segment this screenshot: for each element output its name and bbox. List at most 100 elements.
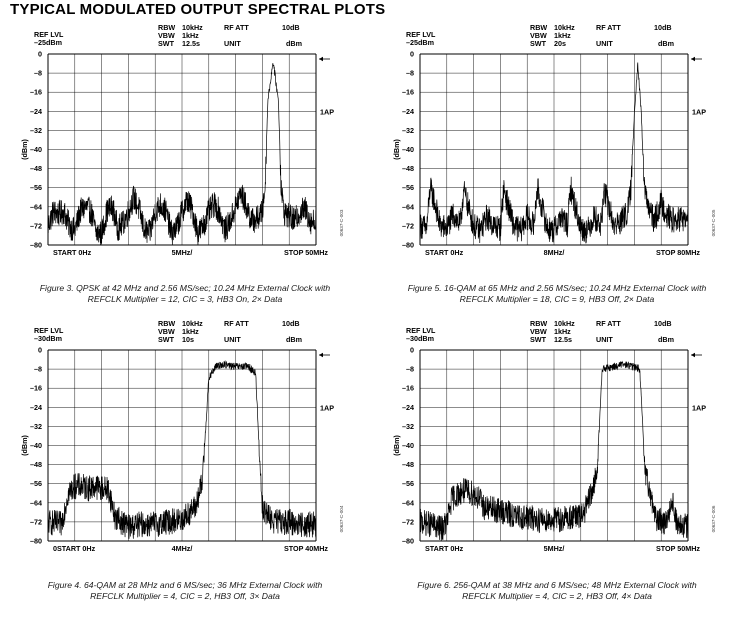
y-tick-label: –56	[402, 479, 414, 488]
y-tick-label: –48	[30, 164, 42, 173]
caption-fig5: Figure 5. 16-QAM at 65 MHz and 2.56 MS/s…	[377, 283, 737, 305]
rf-att-label: RF ATT	[596, 319, 621, 328]
y-tick-label: –72	[402, 221, 414, 230]
y-tick-label: –64	[402, 202, 414, 211]
x-tick-stop: STOP 40MHz	[284, 544, 328, 553]
caption-fig6-line1: Figure 6. 256-QAM at 38 MHz and 6 MS/sec…	[417, 580, 697, 590]
y-tick-label: –8	[34, 69, 42, 78]
figure-4: RBW 10kHz VBW 1kHz SWT 10s RF ATT 10dB UNIT dBm RE…	[20, 318, 345, 568]
caption-fig4-line1: Figure 4. 64-QAM at 28 MHz and 6 MS/sec;…	[47, 580, 323, 590]
y-tick-label: –16	[30, 88, 42, 97]
y-tick-label: –16	[402, 88, 414, 97]
rbw-value: 10kHz	[554, 23, 575, 32]
x-tick-stop: STOP 50MHz	[284, 248, 328, 257]
y-tick-label: –40	[402, 441, 414, 450]
y-axis-label: (dBm)	[20, 139, 29, 160]
unit-label: UNIT	[224, 39, 241, 48]
y-tick-label: –80	[402, 241, 414, 250]
y-tick-label: –16	[402, 384, 414, 393]
y-axis-label: (dBm)	[20, 435, 29, 456]
swt-value: 12.5s	[182, 39, 200, 48]
y-tick-label: –48	[402, 460, 414, 469]
x-tick-start: START 0Hz	[425, 248, 464, 257]
y-tick-label: –64	[30, 202, 42, 211]
figure-id-code: 00637-C-003	[339, 209, 344, 236]
y-tick-label: 0	[410, 50, 414, 59]
unit-label: UNIT	[596, 39, 613, 48]
ref-lvl-value: –30dBm	[406, 334, 434, 343]
spectrum-trace	[47, 63, 317, 246]
swt-label: SWT	[530, 335, 547, 344]
y-tick-label: –24	[402, 107, 414, 116]
vbw-label: VBW	[530, 31, 547, 40]
ref-lvl-value: –30dBm	[34, 334, 62, 343]
swt-label: SWT	[158, 335, 175, 344]
ref-lvl-value: –25dBm	[34, 38, 62, 47]
spectrum-trace	[419, 62, 689, 244]
y-tick-label: –56	[30, 183, 42, 192]
rbw-value: 10kHz	[182, 23, 203, 32]
y-tick-label: –80	[30, 537, 42, 546]
vbw-label: VBW	[158, 31, 175, 40]
x-tick-mid: 8MHz/	[544, 248, 565, 257]
plot-group: RBW 10kHz VBW 1kHz SWT 12.5s RF ATT 10dB UNIT dBm…	[20, 23, 344, 257]
swt-label: SWT	[530, 39, 547, 48]
y-tick-label: –56	[30, 479, 42, 488]
unit-label: UNIT	[224, 335, 241, 344]
y-tick-label: –72	[402, 517, 414, 526]
page-title: TYPICAL MODULATED OUTPUT SPECTRAL PLOTS	[10, 1, 386, 18]
marker-label: 1AP	[692, 403, 706, 412]
y-tick-label: –32	[402, 126, 414, 135]
spectrum-trace	[419, 360, 689, 542]
rf-att-label: RF ATT	[224, 23, 249, 32]
y-tick-label: –72	[30, 221, 42, 230]
y-tick-label: –24	[402, 403, 414, 412]
rf-att-label: RF ATT	[224, 319, 249, 328]
rbw-value: 10kHz	[554, 319, 575, 328]
rbw-label: RBW	[530, 23, 547, 32]
rf-att-value: 10dB	[282, 23, 300, 32]
marker-label: 1AP	[692, 107, 706, 116]
unit-label: UNIT	[596, 335, 613, 344]
caption-fig4-line2: REFCLK Multiplier = 4, CIC = 2, HB3 Off,…	[90, 591, 280, 601]
unit-value: dBm	[286, 39, 302, 48]
figure-6: RBW 10kHz VBW 1kHz SWT 12.5s RF ATT 10dB UNIT dBm…	[392, 318, 717, 568]
swt-value: 20s	[554, 39, 566, 48]
rf-att-value: 10dB	[654, 319, 672, 328]
ref-level-arrowhead	[691, 56, 695, 62]
caption-fig3-line2: REFCLK Multiplier = 12, CIC = 3, HB3 On,…	[87, 294, 283, 304]
rbw-value: 10kHz	[182, 319, 203, 328]
ref-lvl-label: REF LVL	[34, 30, 64, 39]
x-tick-start: START 0Hz	[425, 544, 464, 553]
x-tick-mid: 5MHz/	[544, 544, 565, 553]
y-tick-label: –8	[34, 365, 42, 374]
spectrum-chart-fig3: RBW 10kHz VBW 1kHz SWT 12.5s RF ATT 10dB UNIT dBm…	[20, 23, 344, 257]
vbw-label: VBW	[158, 327, 175, 336]
x-tick-stop: STOP 50MHz	[656, 544, 700, 553]
swt-value: 12.5s	[554, 335, 572, 344]
caption-fig3: Figure 3. QPSK at 42 MHz and 2.56 MS/sec…	[5, 283, 365, 305]
plot-group: RBW 10kHz VBW 1kHz SWT 10s RF ATT 10dB UNIT dBm RE…	[20, 319, 344, 553]
caption-fig4: Figure 4. 64-QAM at 28 MHz and 6 MS/sec;…	[5, 580, 365, 602]
rf-att-value: 10dB	[654, 23, 672, 32]
y-tick-label: –24	[30, 107, 42, 116]
caption-fig3-line1: Figure 3. QPSK at 42 MHz and 2.56 MS/sec…	[39, 283, 331, 293]
y-axis-label: (dBm)	[392, 139, 401, 160]
rf-att-value: 10dB	[282, 319, 300, 328]
x-tick-stop: STOP 80MHz	[656, 248, 700, 257]
spectrum-chart-fig5: RBW 10kHz VBW 1kHz SWT 20s RF ATT 10dB UNIT dBm RE…	[392, 23, 716, 257]
spectrum-trace	[47, 359, 317, 539]
ref-level-arrowhead	[319, 56, 323, 62]
swt-label: SWT	[158, 39, 175, 48]
spectrum-chart-fig4: RBW 10kHz VBW 1kHz SWT 10s RF ATT 10dB UNIT dBm RE…	[20, 319, 344, 553]
figure-id-code: 00637-C-006	[711, 505, 716, 532]
y-tick-label: –48	[30, 460, 42, 469]
y-tick-label: 0	[38, 346, 42, 355]
vbw-value: 1kHz	[554, 327, 571, 336]
figure-id-code: 00637-C-004	[339, 505, 344, 532]
ref-level-arrowhead	[691, 352, 695, 358]
swt-value: 10s	[182, 335, 194, 344]
y-tick-label: –80	[402, 537, 414, 546]
y-tick-label: –8	[406, 69, 414, 78]
y-tick-label: –80	[30, 241, 42, 250]
